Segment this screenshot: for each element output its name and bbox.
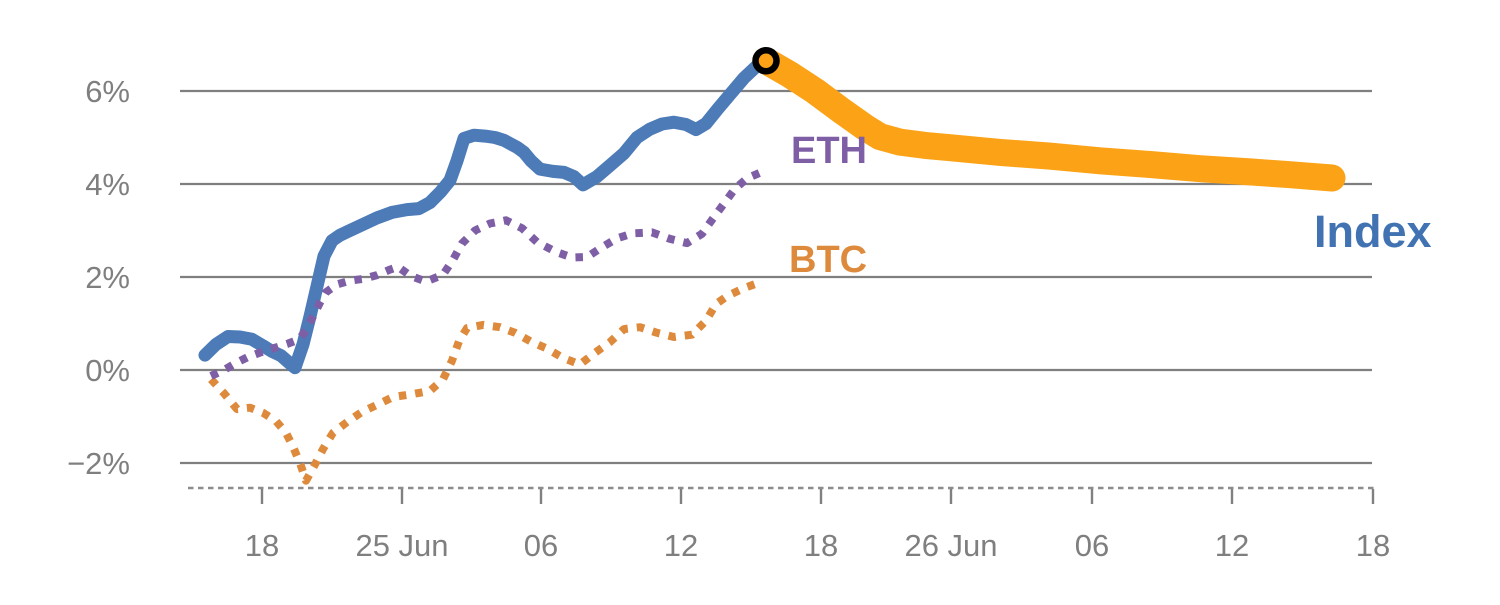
x-tick-label: 06 [524, 528, 558, 563]
x-tick-label: 25 Jun [355, 528, 448, 563]
btc-series-label: BTC [789, 239, 867, 281]
eth-line [209, 168, 764, 380]
y-tick-label: 0% [85, 353, 130, 388]
x-axis-group: 18 25 Jun 06 12 18 26 Jun 06 12 18 [188, 486, 1390, 563]
index-series-label: Index [1314, 206, 1432, 257]
peak-marker-circle [752, 47, 780, 75]
y-tick-label: 6% [85, 74, 130, 109]
peak-marker-group [752, 47, 780, 75]
y-tick-label: 4% [85, 167, 130, 202]
btc-line [208, 277, 764, 485]
y-tick-label: −2% [67, 446, 130, 481]
eth-series-label: ETH [791, 130, 867, 172]
gridlines-group: 6% 4% 2% 0% −2% [67, 74, 1372, 481]
x-tick-label: 06 [1075, 528, 1109, 563]
x-tick-label: 18 [245, 528, 279, 563]
x-tick-label: 12 [664, 528, 698, 563]
x-tick-label: 12 [1215, 528, 1249, 563]
series-group [198, 47, 1346, 485]
y-tick-label: 2% [85, 260, 130, 295]
index-blue-actual-segment--line [198, 54, 773, 375]
x-tick-label: 18 [804, 528, 838, 563]
x-tick-label: 18 [1356, 528, 1390, 563]
series-labels-group: ETH BTC Index [789, 130, 1432, 281]
x-tick-label: 26 Jun [904, 528, 997, 563]
index-orange-highlighted-segment--line [752, 47, 1346, 192]
